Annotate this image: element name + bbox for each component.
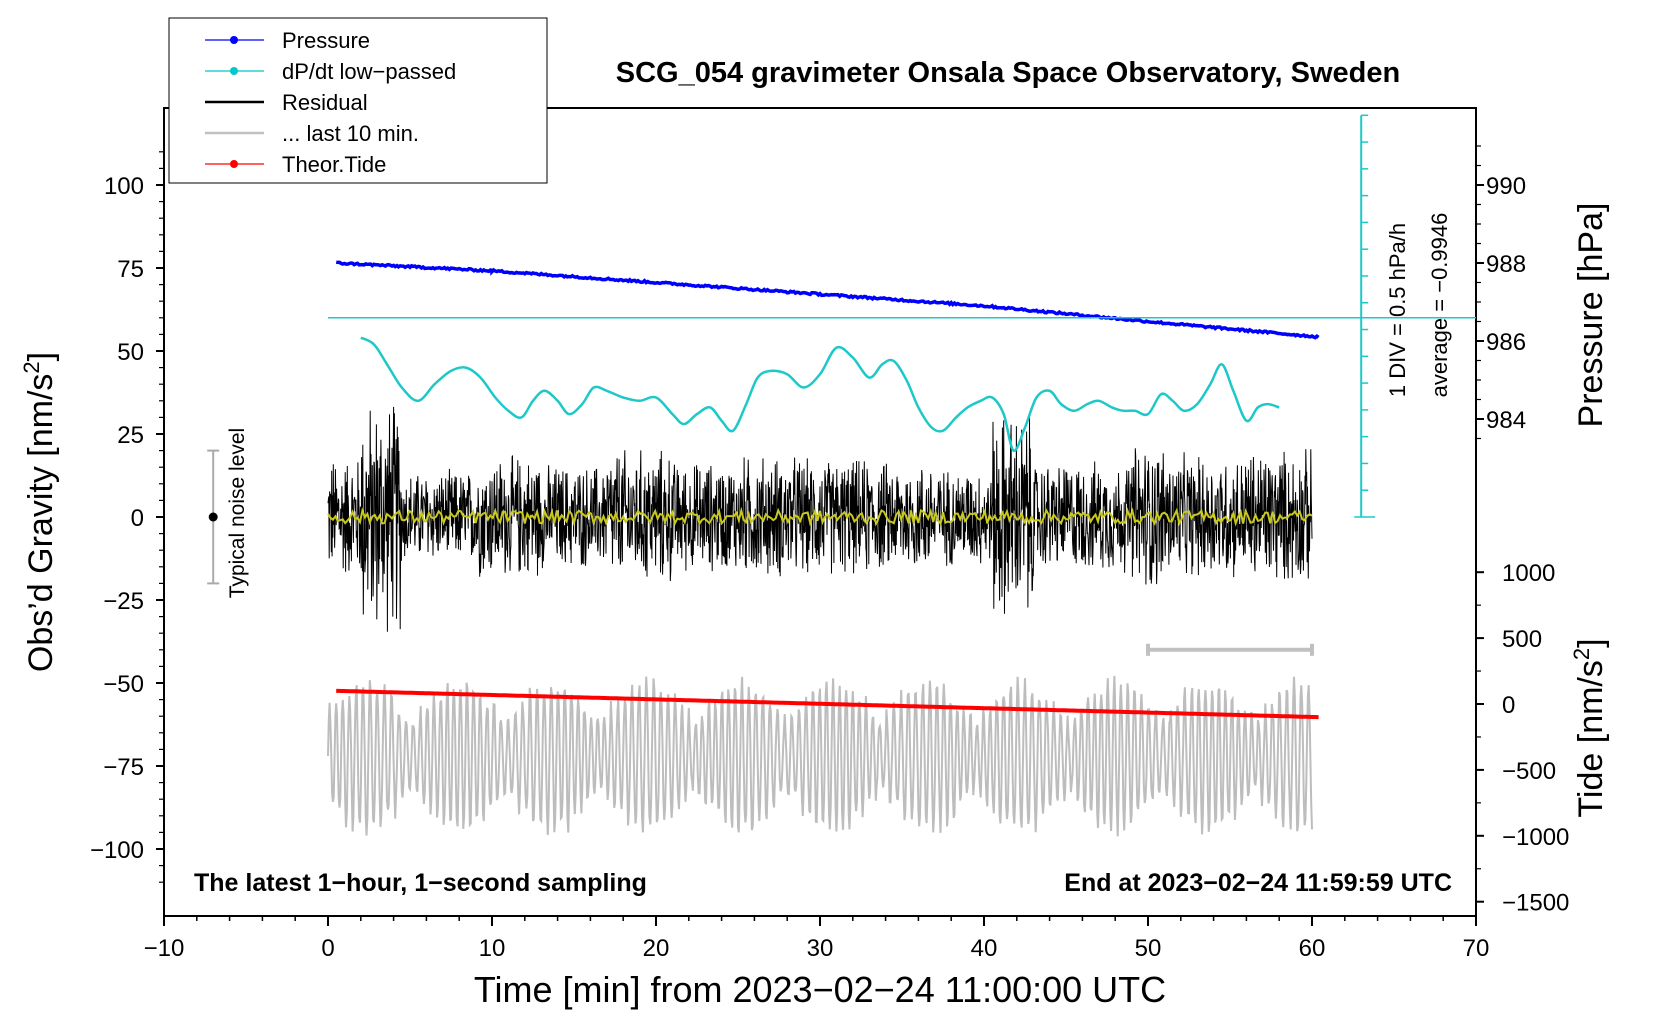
- x-tick-label: 0: [321, 935, 334, 962]
- pressure-tick-label: 984: [1486, 407, 1526, 434]
- dpdt-average-label: average = −0.9946: [1427, 213, 1452, 398]
- legend-marker: [230, 160, 238, 168]
- gravity-tick-label: 0: [131, 505, 144, 532]
- legend-marker: [230, 36, 238, 44]
- tide-tick-label: −500: [1502, 758, 1556, 785]
- dpdt-scale-label: 1 DIV = 0.5 hPa/h: [1385, 223, 1410, 397]
- tide-tick-label: −1000: [1502, 824, 1569, 851]
- legend-marker: [230, 67, 238, 75]
- pressure-line: [335, 260, 1320, 340]
- legend-label: Theor.Tide: [282, 152, 386, 177]
- residual-line: [327, 406, 1313, 632]
- x-tick-label: 60: [1299, 935, 1326, 962]
- pressure-tick-label: 990: [1486, 173, 1526, 200]
- tide-axis-label: Tide [nm/s2]: [1569, 638, 1610, 817]
- series-layer: [327, 260, 1320, 837]
- x-tick-label: 30: [807, 935, 834, 962]
- legend-label: dP/dt low−passed: [282, 59, 456, 84]
- legend-label: Pressure: [282, 28, 370, 53]
- noise-level-dot: [208, 512, 218, 522]
- gravity-axis: 100 75 50 25 0 −25 −50 −75 −100: [90, 151, 164, 883]
- bottom-right-note: End at 2023−02−24 11:59:59 UTC: [1064, 869, 1452, 897]
- gravity-tick-label: 25: [117, 422, 144, 449]
- tide-tick-label: 0: [1502, 692, 1515, 719]
- x-tick-label: 50: [1135, 935, 1162, 962]
- theoretical-tide-line: [336, 688, 1319, 720]
- legend: Pressure dP/dt low−passed Residual ... last…: [168, 17, 548, 184]
- x-axis: −10 0 10 20 30 40 50 60 70: [144, 916, 1490, 962]
- x-tick-label: −10: [144, 935, 185, 962]
- x-tick-label: 10: [479, 935, 506, 962]
- noise-level-label: Typical noise level: [226, 428, 249, 598]
- bottom-left-note: The latest 1−hour, 1−second sampling: [194, 869, 647, 897]
- pressure-tick-label: 988: [1486, 251, 1526, 278]
- pressure-tick-label: 986: [1486, 329, 1526, 356]
- tide-tick-label: −1500: [1502, 890, 1569, 917]
- chart-title: SCG_054 gravimeter Onsala Space Observat…: [616, 57, 1400, 89]
- pressure-axis-label: Pressure [hPa]: [1572, 203, 1610, 428]
- x-axis-label: Time [min] from 2023−02−24 11:00:00 UTC: [474, 969, 1166, 1010]
- legend-label: Residual: [282, 90, 368, 115]
- tide-tick-label: 1000: [1502, 560, 1555, 587]
- residual-smoothed-line: [327, 506, 1313, 527]
- x-tick-label: 40: [971, 935, 998, 962]
- gravity-tick-label: 75: [117, 256, 144, 283]
- dpdt-scale-bar: 1 DIV = 0.5 hPa/h average = −0.9946: [328, 114, 1476, 518]
- legend-box: [168, 17, 548, 184]
- pressure-axis: 990 988 986 984: [1476, 145, 1526, 440]
- gravity-tick-label: −25: [103, 588, 144, 615]
- gravity-tick-label: −75: [103, 754, 144, 781]
- gravity-tick-label: −100: [90, 837, 144, 864]
- noise-level-indicator: Typical noise level: [207, 428, 249, 598]
- last-10-min-line: [327, 675, 1313, 837]
- tide-axis: 1000 500 0 −500 −1000 −1500: [1476, 560, 1569, 917]
- x-tick-label: 20: [643, 935, 670, 962]
- gravity-tick-label: −50: [103, 671, 144, 698]
- x-tick-label: 70: [1463, 935, 1490, 962]
- gravity-tick-label: 50: [117, 339, 144, 366]
- gravity-axis-label: Obs’d Gravity [nm/s2]: [19, 352, 60, 672]
- legend-label: ... last 10 min.: [282, 121, 419, 146]
- dpdt-line: [360, 336, 1280, 452]
- gravity-tick-label: 100: [104, 173, 144, 200]
- tide-tick-label: 500: [1502, 626, 1542, 653]
